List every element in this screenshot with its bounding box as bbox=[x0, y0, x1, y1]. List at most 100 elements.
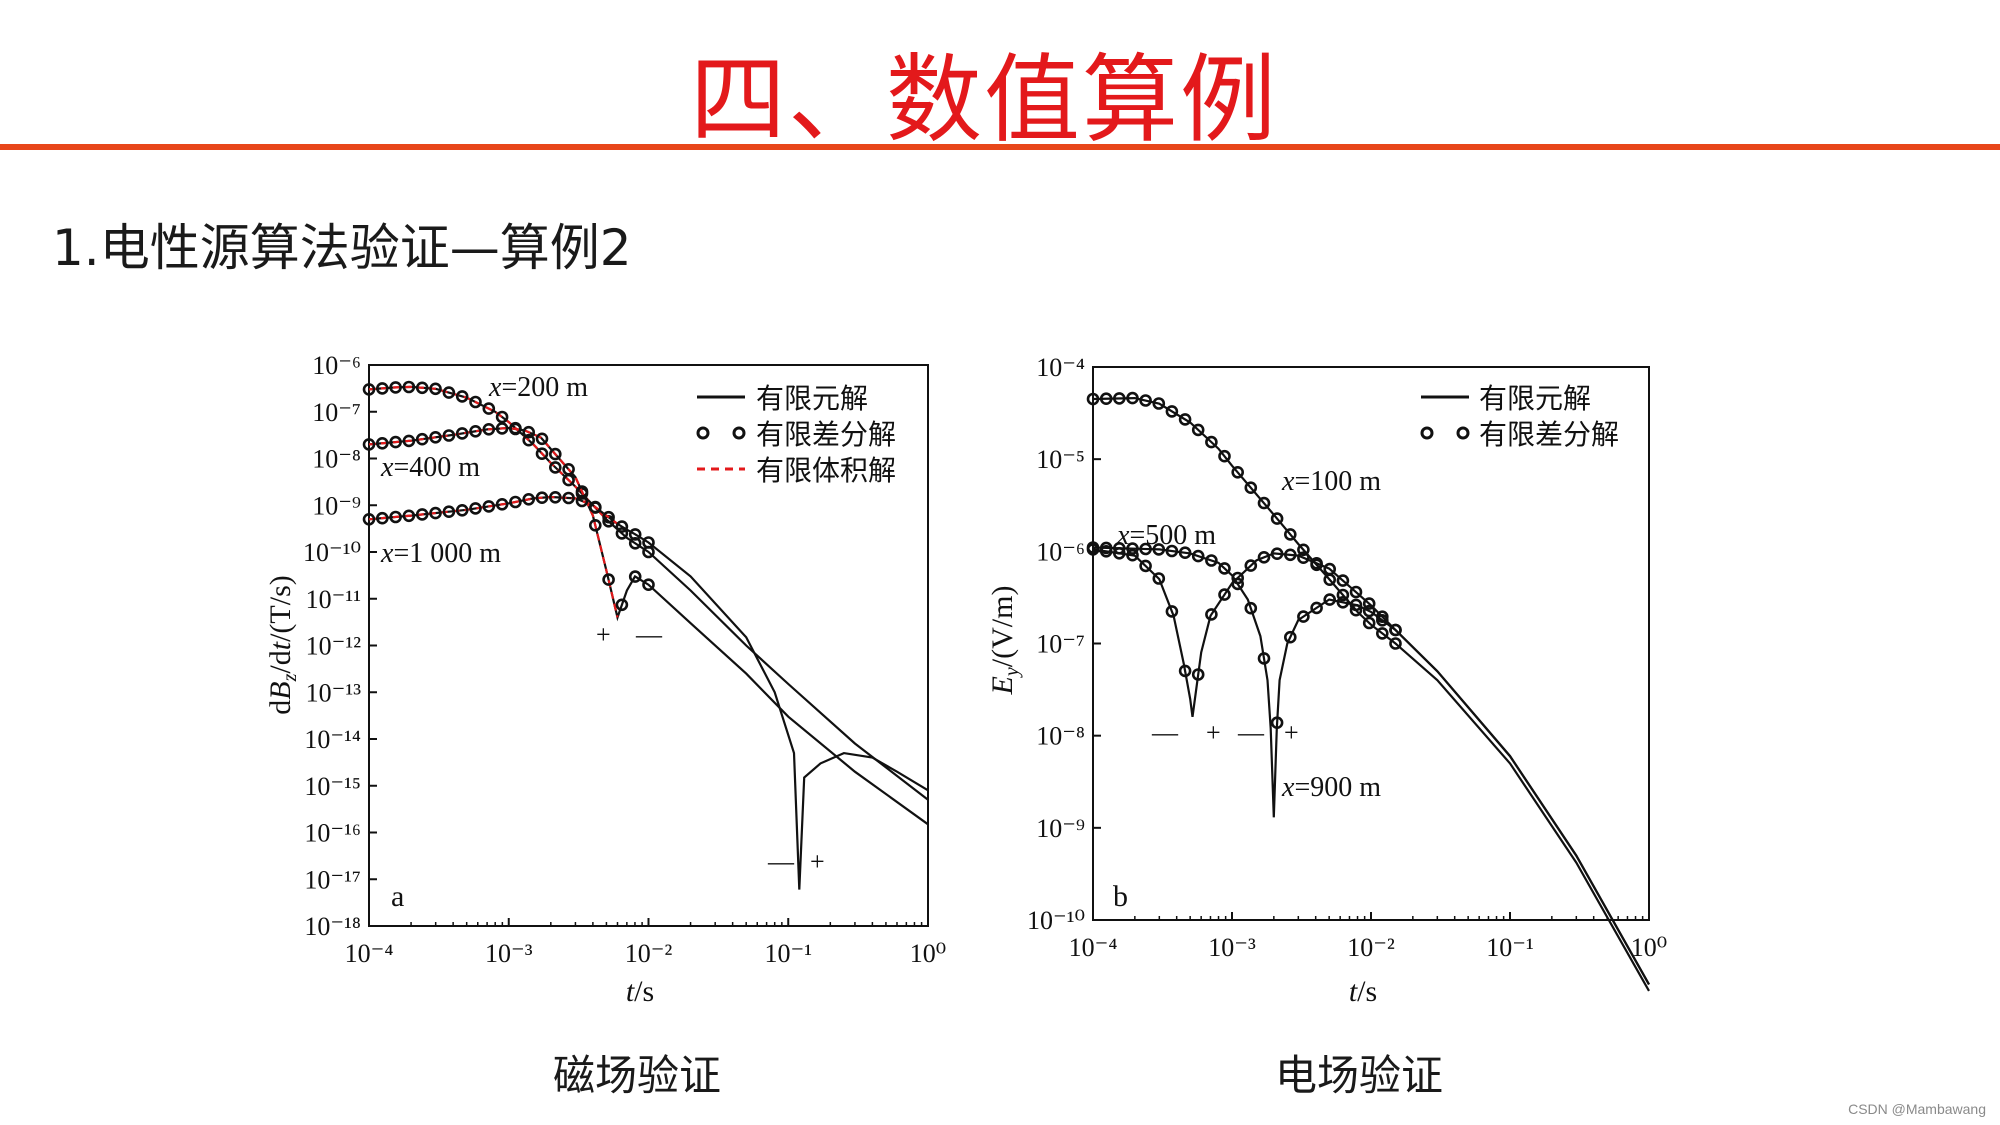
series-marker-3 bbox=[588, 500, 602, 514]
series-marker-2 bbox=[402, 434, 416, 448]
series-marker-3 bbox=[1323, 593, 1336, 606]
panel-a-label: a bbox=[391, 880, 404, 913]
series-marker-2 bbox=[1218, 588, 1231, 601]
series-marker-1 bbox=[362, 383, 376, 396]
series-marker-3 bbox=[1191, 549, 1205, 563]
series-marker-2 bbox=[1297, 551, 1310, 565]
panel-b-y-tick-labels: 10⁻⁴ 10⁻⁵ 10⁻⁶ 10⁻⁷ 10⁻⁸ 10⁻⁹ 10⁻¹⁰ bbox=[1027, 353, 1085, 935]
y-tick-label: 10⁻¹⁰ bbox=[1027, 906, 1085, 935]
panel-b: 10⁻⁴ 10⁻³ 10⁻² 10⁻¹ 10⁰ 10⁻⁴ 10⁻⁵ 10⁻⁶ 10⁻⁷ 10⁻⁸… bbox=[986, 353, 1667, 1008]
panel-b-x-axis-title: t/s bbox=[1349, 975, 1377, 1008]
series-marker-1 bbox=[1165, 405, 1179, 418]
panel-a-label-x200: x=200 m bbox=[488, 372, 588, 403]
series-marker-1 bbox=[1376, 627, 1389, 640]
series-marker-2 bbox=[482, 422, 496, 436]
x-tick-label: 10⁰ bbox=[1631, 933, 1667, 962]
series-marker-1 bbox=[455, 390, 469, 403]
series-marker-1 bbox=[1270, 512, 1284, 525]
series-marker-3 bbox=[1165, 544, 1179, 558]
y-tick-label: 10⁻¹⁵ bbox=[304, 772, 361, 801]
legend-label-fem: 有限元解 bbox=[756, 383, 868, 415]
series-marker-2 bbox=[588, 518, 602, 532]
panel-a-ticks bbox=[368, 364, 929, 927]
y-tick-label: 10⁻⁶ bbox=[1036, 537, 1085, 566]
series-marker-2 bbox=[1165, 605, 1179, 618]
panel-a-sign-plus-1: + bbox=[596, 620, 611, 649]
panel-a-sign-plus-2: + bbox=[810, 847, 825, 876]
series-marker-3 bbox=[628, 528, 642, 541]
panel-a-label-x1000: x=1 000 m bbox=[380, 538, 501, 569]
series-marker-3 bbox=[482, 500, 496, 513]
y-tick-label: 10⁻⁷ bbox=[1036, 630, 1085, 659]
y-tick-label: 10⁻¹⁰ bbox=[303, 538, 361, 567]
panel-b-sign-minus-1: — bbox=[1151, 718, 1179, 747]
series-marker-3 bbox=[1231, 577, 1244, 591]
caption-magnetic: 磁场验证 bbox=[552, 1051, 721, 1100]
series-marker-3 bbox=[1310, 601, 1323, 615]
panel-b-legend: 有限元解 有限差分解 bbox=[1420, 383, 1619, 451]
series-marker-2 bbox=[615, 598, 629, 612]
series-marker-2 bbox=[1205, 608, 1218, 621]
series-marker-1 bbox=[1086, 392, 1100, 406]
series-marker-3 bbox=[375, 511, 389, 525]
series-marker-2 bbox=[562, 462, 575, 476]
series-marker-2 bbox=[1126, 548, 1139, 562]
panel-b-x-tick-labels: 10⁻⁴ 10⁻³ 10⁻² 10⁻¹ 10⁰ bbox=[1069, 933, 1668, 962]
x-tick-label: 10⁻⁴ bbox=[345, 939, 394, 968]
series-marker-1 bbox=[1178, 413, 1192, 426]
series-marker-3 bbox=[415, 508, 429, 521]
series-marker-3 bbox=[1389, 623, 1402, 637]
panel-a-y-axis-title: dBz/dt/(T/s) bbox=[264, 575, 301, 714]
series-marker-1 bbox=[1297, 543, 1310, 557]
series-marker-2 bbox=[602, 573, 615, 586]
panel-a-x-axis-title: t/s bbox=[626, 975, 654, 1008]
series-marker-1 bbox=[1126, 391, 1139, 405]
series-marker-1 bbox=[1139, 394, 1152, 407]
series-marker-3 bbox=[1218, 562, 1231, 575]
panel-b-label-x900: x=900 m bbox=[1281, 772, 1381, 803]
series-marker-2 bbox=[548, 447, 562, 461]
series-marker-1 bbox=[535, 447, 549, 461]
y-tick-label: 10⁻¹² bbox=[306, 632, 362, 661]
series-marker-1 bbox=[1191, 423, 1205, 437]
series-marker-1 bbox=[469, 395, 482, 409]
y-tick-label: 10⁻⁹ bbox=[312, 491, 361, 520]
series-marker-2 bbox=[1323, 562, 1336, 576]
series-marker-2 bbox=[1178, 664, 1192, 678]
watermark: CSDN @Mambawang bbox=[1848, 1101, 1986, 1117]
series-marker-3 bbox=[1349, 598, 1363, 612]
x-tick-label: 10⁰ bbox=[910, 939, 946, 968]
panel-a-sign-minus-1: — bbox=[635, 620, 663, 649]
series-marker-3 bbox=[429, 506, 442, 520]
series-marker-1 bbox=[375, 382, 389, 395]
x-tick-label: 10⁻² bbox=[625, 939, 673, 968]
series-marker-1 bbox=[1231, 465, 1244, 479]
caption-electric: 电场验证 bbox=[1274, 1051, 1443, 1100]
series-marker-2 bbox=[1362, 597, 1376, 610]
series-marker-2 bbox=[1310, 556, 1323, 570]
panel-b-label: b bbox=[1113, 880, 1128, 913]
series-marker-2 bbox=[1257, 550, 1271, 564]
panel-b-series bbox=[1086, 391, 1650, 992]
series-marker-2 bbox=[375, 436, 389, 450]
series-marker-3 bbox=[1099, 541, 1113, 555]
series-marker-3 bbox=[442, 505, 456, 519]
series-marker-1 bbox=[1362, 616, 1376, 630]
panel-b-sign-plus-2: + bbox=[1284, 718, 1299, 747]
series-marker-1 bbox=[1284, 528, 1297, 541]
series-marker-3 bbox=[402, 509, 416, 523]
panel-b-label-x500: x=500 m bbox=[1116, 520, 1216, 551]
legend-label-fem-b: 有限元解 bbox=[1479, 383, 1591, 415]
series-marker-1 bbox=[1205, 435, 1218, 449]
x-tick-label: 10⁻¹ bbox=[764, 939, 812, 968]
panel-a-y-tick-labels: 10⁻⁶ 10⁻⁷ 10⁻⁸ 10⁻⁹ 10⁻¹⁰ 10⁻¹¹ 10⁻¹² 10⁻¹³ 10⁻¹… bbox=[303, 351, 361, 941]
series-fv-line-2 bbox=[368, 426, 619, 618]
series-marker-2 bbox=[522, 425, 536, 439]
series-marker-3 bbox=[1297, 610, 1310, 623]
series-marker-3 bbox=[1270, 716, 1284, 730]
section-heading: 1.电性源算法验证—算例2 bbox=[52, 219, 632, 277]
y-tick-label: 10⁻¹⁶ bbox=[304, 819, 361, 848]
x-tick-label: 10⁻³ bbox=[1208, 933, 1256, 962]
series-marker-3 bbox=[1139, 542, 1152, 556]
